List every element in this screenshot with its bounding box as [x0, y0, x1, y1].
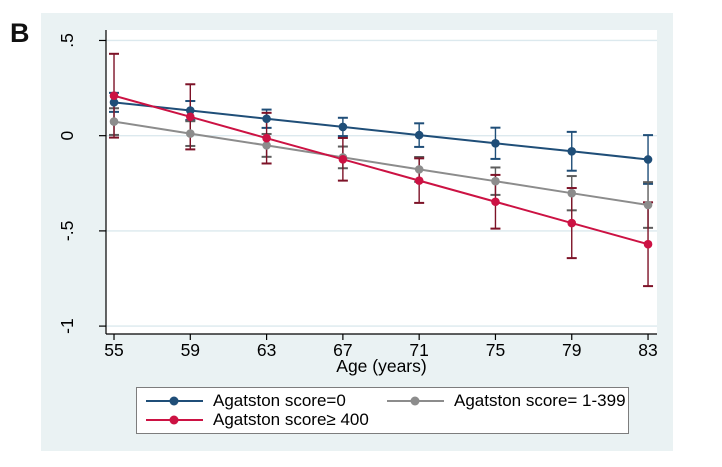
- legend-item-score-0: Agatston score=0: [146, 391, 346, 410]
- graph-region: .5 0 -.5 -1 55 59 63 67 71 75 79 83 Age (years) Agat…: [41, 13, 673, 451]
- data-point-series0: [185, 106, 195, 115]
- x-tick-label: 67: [333, 340, 352, 360]
- legend-item-score-400plus: Agatston score≥ 400: [146, 410, 369, 429]
- data-point-series0: [262, 114, 271, 124]
- data-point-series0: [491, 138, 500, 148]
- data-point-series1: [567, 188, 577, 198]
- data-point-series2: [109, 91, 119, 100]
- panel-label: B: [10, 18, 30, 48]
- legend: Agatston score=0 Agatston score= 1-399 A…: [136, 387, 629, 434]
- data-point-series1: [185, 129, 195, 138]
- data-point-series0: [643, 155, 653, 164]
- data-point-series0: [109, 98, 119, 107]
- y-tick-label: 0: [57, 131, 77, 141]
- series-line-2: [113, 94, 649, 246]
- data-point-series0: [414, 130, 424, 140]
- data-point-series2: [262, 133, 271, 143]
- y-tick-label: .5: [57, 33, 77, 48]
- data-point-series2: [185, 112, 195, 122]
- x-tick-label: 71: [409, 340, 428, 360]
- chart-canvas: .5 0 -.5 -1 55 59 63 67 71 75 79 83 Age (years): [41, 13, 673, 451]
- legend-label-score-1-399: Agatston score= 1-399: [454, 391, 626, 410]
- x-tick-label: 75: [486, 340, 505, 360]
- data-point-series1: [643, 200, 653, 210]
- data-point-series1: [491, 176, 500, 186]
- x-tick-label: 83: [638, 340, 657, 360]
- y-tick-label: -.5: [57, 221, 77, 241]
- x-tick-label: 55: [104, 340, 123, 360]
- y-tick-label: -1: [57, 318, 77, 334]
- legend-item-score-1-399: Agatston score= 1-399: [387, 391, 626, 410]
- legend-label-score-0: Agatston score=0: [213, 391, 346, 410]
- data-point-series2: [491, 197, 500, 207]
- series-line-1: [113, 120, 649, 206]
- legend-sample-line-icon: [387, 396, 444, 405]
- x-tick-label: 59: [181, 340, 200, 360]
- legend-sample-line-icon: [146, 396, 203, 405]
- series-line-0: [113, 101, 649, 161]
- data-point-series0: [338, 122, 348, 132]
- data-point-series1: [414, 165, 424, 174]
- legend-sample-line-icon: [146, 415, 203, 424]
- x-axis-title: Age (years): [336, 356, 426, 376]
- x-tick-label: 79: [562, 340, 581, 360]
- x-tick-label: 63: [257, 340, 276, 360]
- data-point-series1: [262, 141, 271, 150]
- data-point-series2: [643, 239, 653, 249]
- plot-area: [106, 30, 657, 334]
- data-point-series1: [109, 117, 119, 126]
- data-point-series2: [338, 154, 348, 164]
- data-point-series2: [414, 176, 424, 185]
- data-point-series2: [567, 218, 577, 228]
- legend-label-score-400plus: Agatston score≥ 400: [213, 410, 369, 429]
- data-point-series0: [567, 146, 577, 156]
